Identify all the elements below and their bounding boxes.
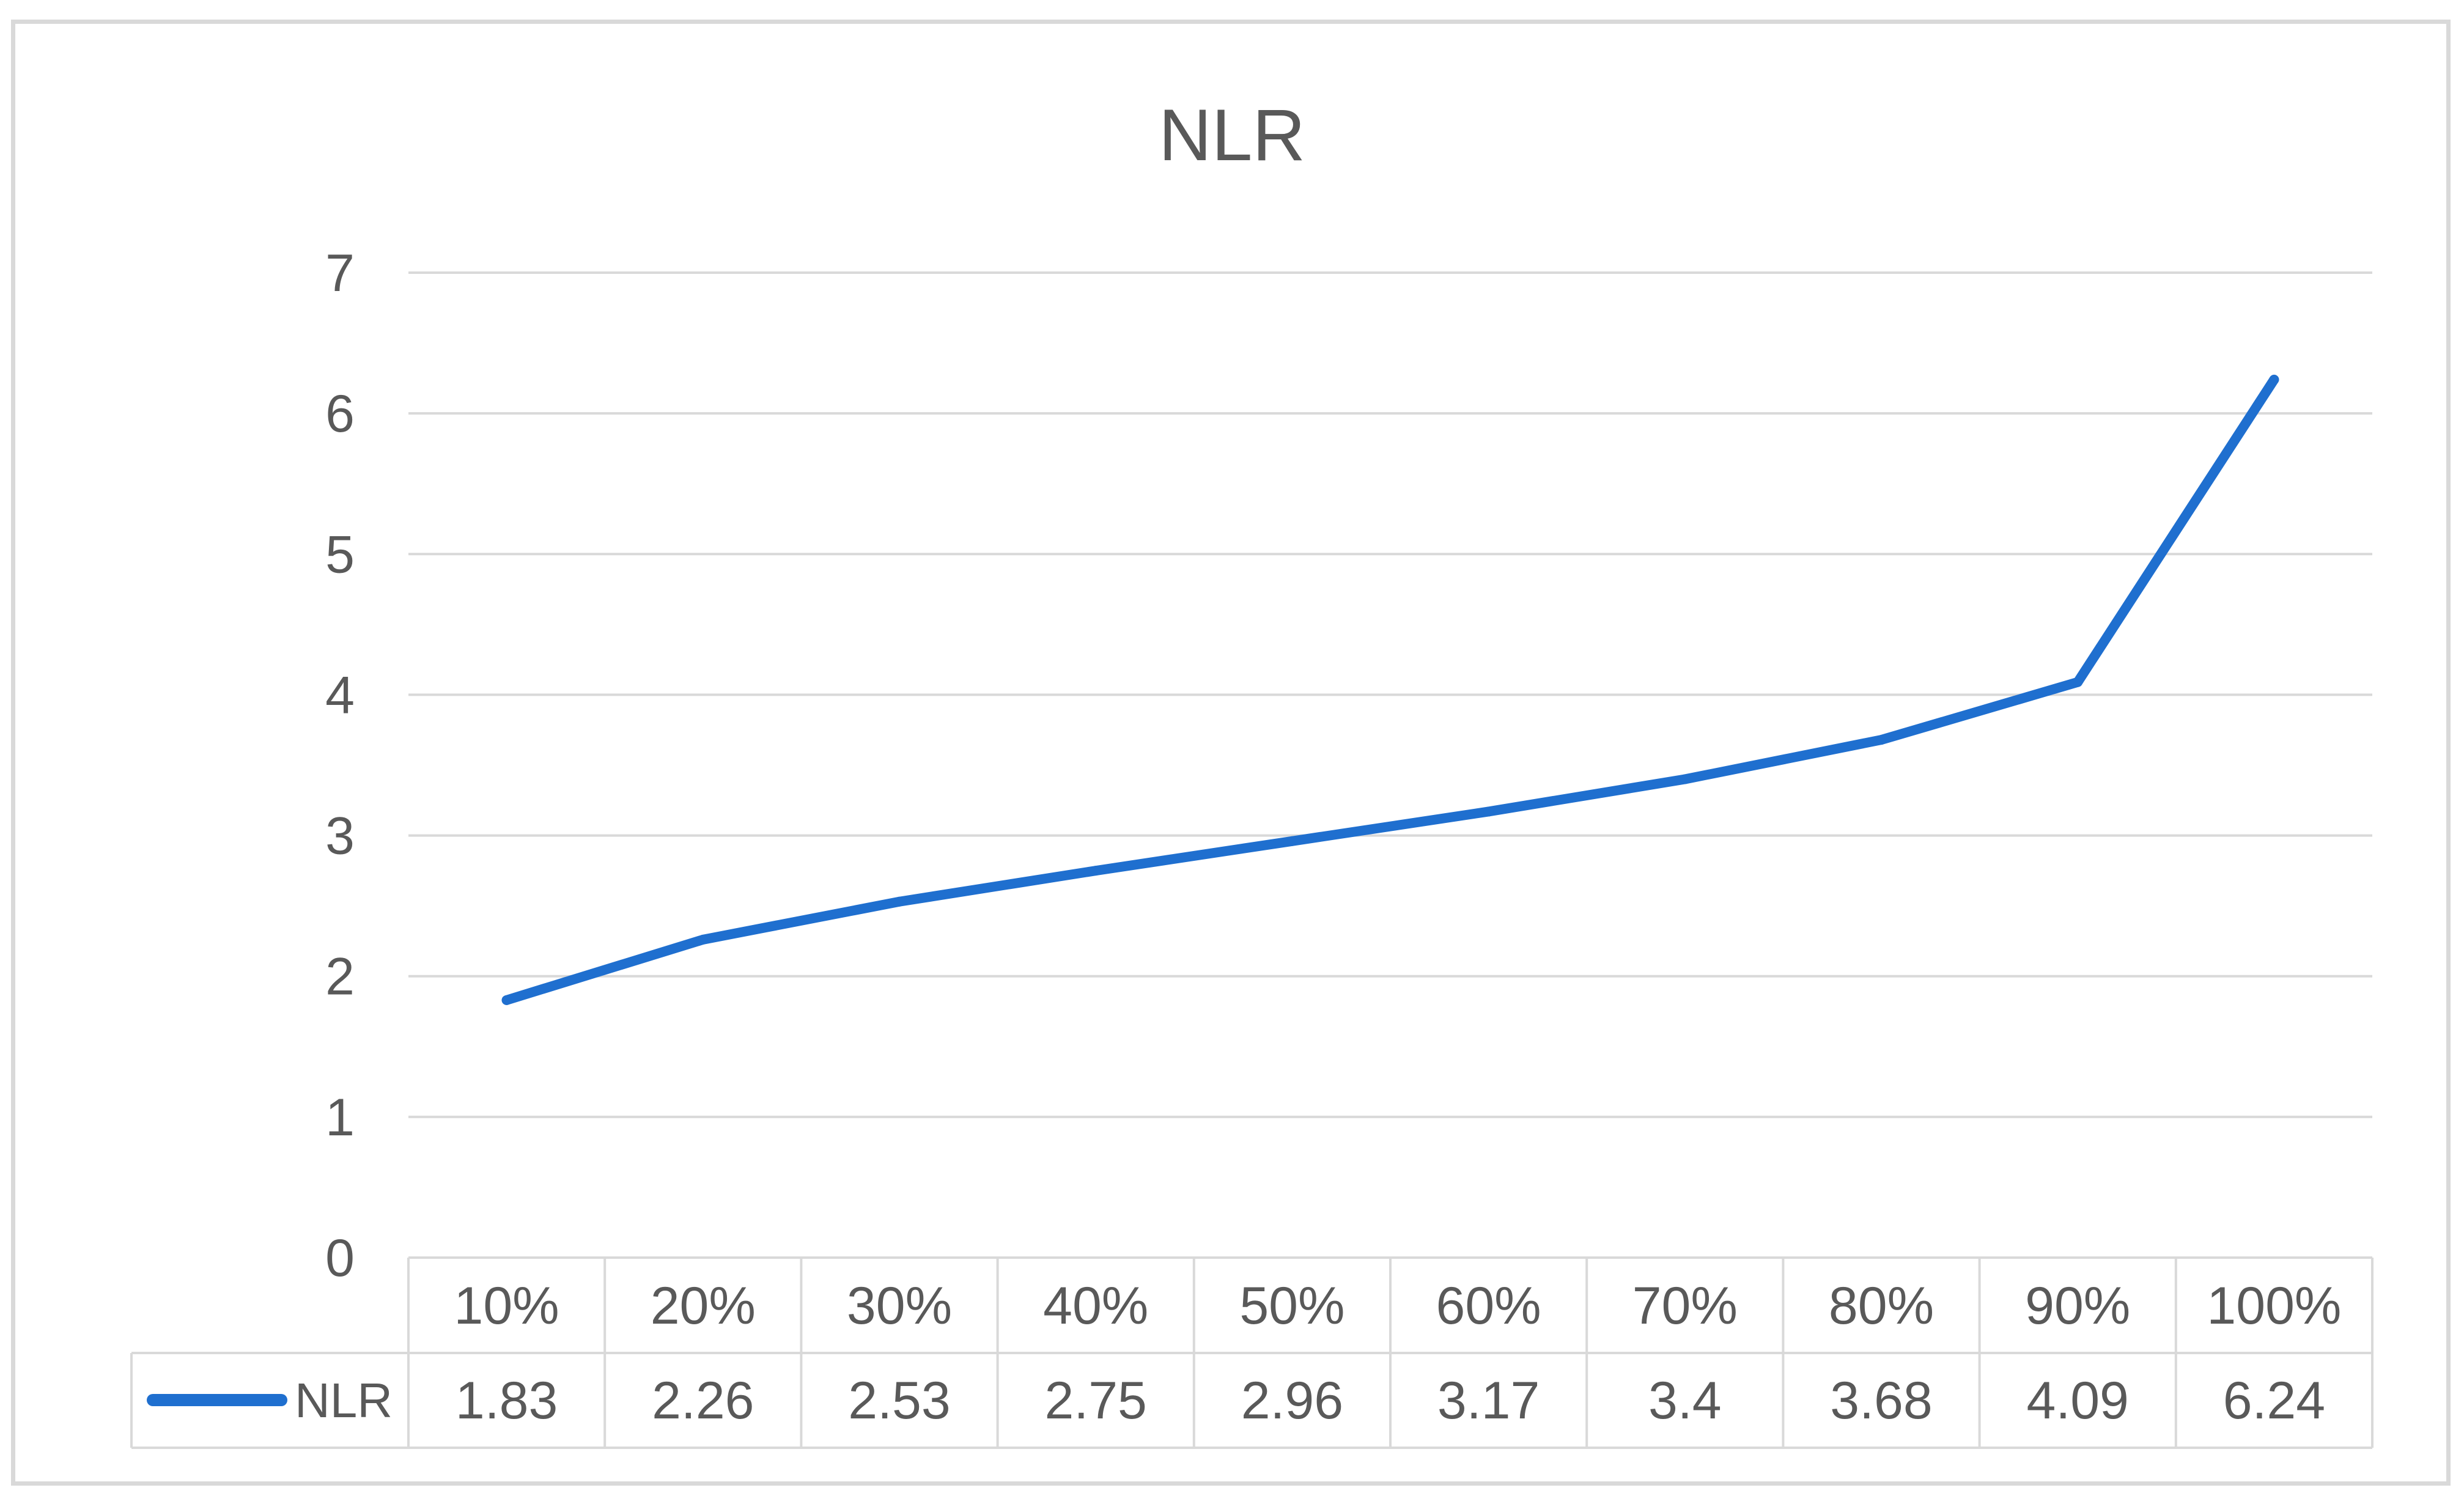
data-point — [1876, 735, 1886, 745]
data-table-value: 2.96 — [1241, 1371, 1343, 1430]
legend-label: NLR — [295, 1373, 393, 1428]
gridlines — [408, 271, 2372, 1118]
data-point — [894, 896, 904, 907]
data-point — [1287, 836, 1297, 846]
y-tick-label: 1 — [325, 1088, 355, 1147]
data-point — [2073, 677, 2083, 687]
x-category-label: 40% — [1043, 1277, 1148, 1335]
data-point — [1091, 866, 1101, 876]
series-line-nlr — [501, 374, 2279, 1005]
y-tick-label: 4 — [325, 666, 355, 724]
data-point — [501, 995, 512, 1005]
chart-frame — [11, 20, 2451, 1486]
chart-title: NLR — [1159, 94, 1305, 176]
x-category-label: 10% — [454, 1277, 559, 1335]
data-point — [1483, 806, 1494, 817]
x-category-label: 100% — [2207, 1277, 2341, 1335]
x-category-label: 90% — [2025, 1277, 2130, 1335]
data-table-value: 3.4 — [1648, 1371, 1722, 1430]
data-table: 10% 20% 30% 40% 50% 60% 70% 80% 90% 100% NLR 1.83 2.… — [130, 1256, 2374, 1449]
x-category-label: 70% — [1632, 1277, 1738, 1335]
y-tick-label: 3 — [325, 807, 355, 866]
data-table-value: 2.26 — [652, 1371, 754, 1430]
data-point — [1680, 774, 1690, 784]
x-category-label: 20% — [651, 1277, 756, 1335]
data-table-value: 4.09 — [2027, 1371, 2129, 1430]
data-table-value: 2.53 — [848, 1371, 950, 1430]
y-tick-label: 6 — [325, 385, 355, 443]
data-table-value: 2.75 — [1045, 1371, 1147, 1430]
data-point — [698, 934, 708, 945]
y-axis-ticks: 0 1 2 3 4 5 6 7 — [325, 244, 355, 1288]
data-point — [2269, 374, 2279, 385]
y-tick-label: 7 — [325, 244, 355, 303]
series-layer — [501, 374, 2279, 1005]
data-table-value: 3.68 — [1830, 1371, 1932, 1430]
y-tick-label: 5 — [325, 525, 355, 584]
data-table-value: 1.83 — [456, 1371, 558, 1430]
y-tick-label: 0 — [325, 1229, 355, 1288]
x-category-label: 60% — [1436, 1277, 1541, 1335]
x-category-label: 30% — [847, 1277, 952, 1335]
data-table-value: 3.17 — [1437, 1371, 1540, 1430]
x-category-label: 50% — [1239, 1277, 1345, 1335]
data-table-value: 6.24 — [2223, 1371, 2325, 1430]
y-tick-label: 2 — [325, 948, 355, 1006]
x-category-label: 80% — [1829, 1277, 1934, 1335]
